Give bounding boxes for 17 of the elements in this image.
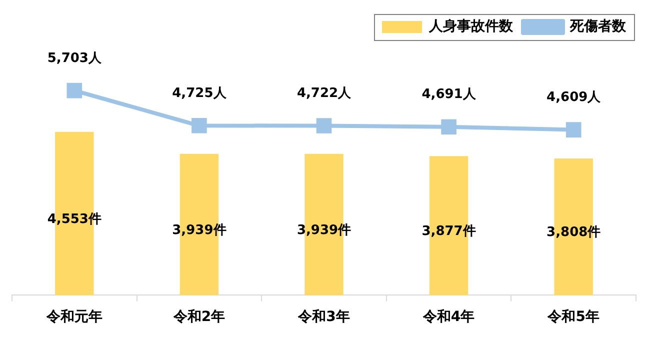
x-tick-label: 令和2年: [172, 309, 226, 326]
point: [316, 118, 332, 134]
data-label: 4,722人: [296, 86, 352, 102]
point: [441, 119, 456, 135]
data-label: 4,609人: [546, 90, 602, 106]
x-tick-label: 令和3年: [297, 309, 350, 326]
data-label: 4,725人: [172, 86, 228, 102]
legend-label: 人身事故件数: [428, 18, 514, 35]
x-tick-label: 令和4年: [422, 309, 475, 326]
x-tick-label: 令和元年: [45, 309, 102, 326]
point: [192, 118, 207, 134]
x-tick-label: 令和5年: [546, 309, 600, 326]
point: [566, 122, 582, 138]
point: [66, 82, 82, 98]
data-label: 4,691人: [422, 87, 477, 102]
data-label: 5,703人: [47, 50, 102, 66]
legend-label: 死傷者数: [569, 18, 627, 35]
